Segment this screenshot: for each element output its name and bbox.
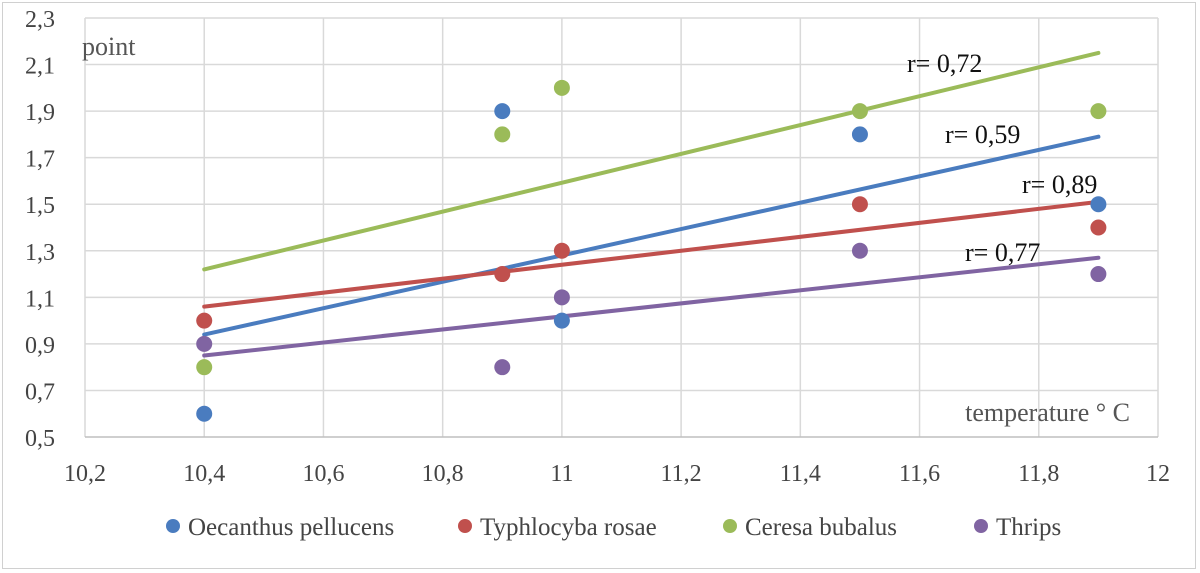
x-tick-label: 11,6 (899, 461, 940, 487)
y-tick-label: 2,1 (25, 54, 55, 80)
legend-item: Ceresa bubalus (723, 514, 897, 541)
y-tick-label: 1,7 (25, 147, 55, 173)
x-tick-label: 10,4 (183, 461, 225, 487)
correlation-label: r= 0,59 (945, 120, 1020, 149)
x-tick-label: 11,8 (1018, 461, 1059, 487)
correlation-label: r= 0,89 (1022, 170, 1097, 199)
y-axis-title: point (82, 32, 136, 61)
x-tick-label: 10,6 (302, 461, 344, 487)
data-point (1090, 219, 1107, 236)
y-tick-label: 0,9 (25, 333, 55, 359)
legend-marker (723, 519, 737, 533)
y-tick-label: 1,3 (25, 240, 55, 266)
data-point (1090, 196, 1107, 213)
legend-label: Oecanthus pellucens (188, 514, 394, 541)
legend-marker (458, 519, 472, 533)
data-point (1090, 266, 1107, 283)
y-axis-ticks: 0,5 0,7 0,9 1,1 1,3 1,5 1,7 1,9 2,1 2,3 (25, 7, 55, 452)
y-tick-label: 2,3 (25, 7, 55, 33)
legend-item: Oecanthus pellucens (166, 514, 394, 541)
data-point (1090, 103, 1107, 120)
data-point (494, 103, 511, 120)
legend-item: Typhlocyba rosae (458, 514, 657, 541)
legend-marker (166, 519, 180, 533)
x-tick-label: 10,8 (422, 461, 464, 487)
x-tick-label: 11 (550, 461, 573, 487)
data-point (851, 196, 868, 213)
correlation-labels: r= 0,59r= 0,89 r= 0,72 r= 0,77 (907, 49, 1097, 267)
data-point (553, 289, 570, 306)
x-tick-label: 11,2 (661, 461, 702, 487)
y-tick-label: 0,7 (25, 379, 55, 405)
data-point (553, 312, 570, 329)
correlation-label: r= 0,72 (907, 49, 982, 78)
trendlines (202, 50, 1101, 358)
y-tick-label: 1,1 (25, 286, 55, 312)
data-point (196, 335, 213, 352)
data-point (196, 359, 213, 376)
y-tick-label: 1,9 (25, 100, 55, 126)
legend: Oecanthus pellucens Typhlocyba rosae Ceres… (166, 514, 1061, 541)
data-point (553, 242, 570, 259)
data-point (196, 312, 213, 329)
legend-label: Thrips (996, 514, 1061, 541)
trendline (202, 255, 1101, 358)
x-tick-label: 11,4 (780, 461, 821, 487)
data-point (851, 103, 868, 120)
x-axis-title: temperature ° C (965, 398, 1130, 427)
legend-label: Ceresa bubalus (745, 514, 897, 541)
trendline (202, 134, 1101, 337)
legend-marker (974, 519, 988, 533)
x-axis-ticks: 10,2 10,4 10,6 10,8 11 11,2 11,4 11,6 11,8 12 (64, 461, 1170, 487)
data-point (196, 405, 213, 422)
y-tick-label: 0,5 (25, 426, 55, 452)
trendline (202, 199, 1101, 309)
data-point (494, 359, 511, 376)
data-point (494, 126, 511, 143)
y-tick-label: 1,5 (25, 193, 55, 219)
legend-item: Thrips (974, 514, 1061, 541)
data-point (851, 242, 868, 259)
legend-label: Typhlocyba rosae (480, 514, 657, 541)
data-points (196, 79, 1107, 422)
correlation-label: r= 0,77 (965, 238, 1040, 267)
data-point (851, 126, 868, 143)
x-tick-label: 10,2 (64, 461, 106, 487)
data-point (553, 79, 570, 96)
x-tick-label: 12 (1146, 461, 1170, 487)
data-point (494, 266, 511, 283)
grid-lines (84, 17, 1159, 438)
trendline (202, 50, 1101, 272)
